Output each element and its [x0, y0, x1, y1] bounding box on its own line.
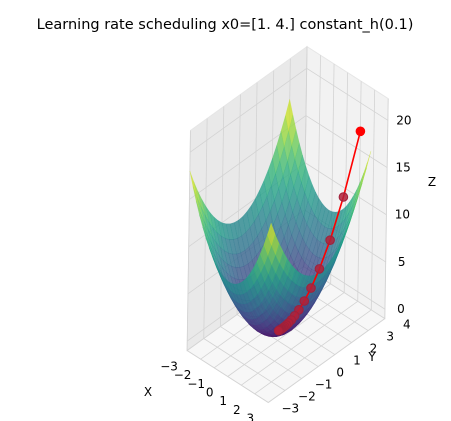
x-tick-label: 2	[233, 403, 241, 417]
y-tick-label: 2	[370, 342, 378, 356]
grid-x-back	[384, 98, 389, 319]
x-axis-label: X	[144, 385, 152, 399]
y-tick-label: 0	[336, 366, 344, 380]
path-marker	[314, 264, 325, 274]
path-marker	[338, 192, 349, 202]
z-tick-label: 10	[395, 208, 410, 222]
grid-x-back	[370, 89, 376, 310]
grid-x-floor	[268, 318, 386, 403]
y-tick-label: −1	[315, 378, 333, 392]
chart-title: Learning rate scheduling x0=[1. 4.] cons…	[37, 17, 414, 33]
grid-y-floor	[186, 350, 269, 403]
z-tick-label: 15	[395, 161, 410, 175]
y-axis-label: Y	[367, 350, 376, 364]
x-tick-label: −2	[174, 368, 192, 382]
y-tick-label: 3	[386, 330, 394, 344]
grid-y-floor	[203, 338, 286, 391]
grid-y-side	[219, 106, 225, 327]
path-marker	[325, 235, 335, 245]
optimization-path	[273, 126, 366, 336]
x-tick-label: −1	[187, 377, 205, 391]
y-tick-label: −2	[298, 390, 316, 404]
grid-y-side	[186, 130, 191, 351]
path-marker	[355, 126, 366, 137]
grid-z-back	[305, 115, 388, 168]
grid-x-floor	[254, 309, 372, 395]
path-marker	[273, 325, 284, 336]
y-tick-label: 4	[403, 318, 411, 332]
y-tick-label: −3	[281, 402, 299, 416]
grid-y-floor	[220, 326, 302, 379]
surface-facet	[267, 222, 276, 246]
x-tick-label: 3	[246, 412, 254, 421]
grid-x-floor	[240, 300, 358, 386]
x-tick-label: 1	[219, 394, 227, 408]
z-axis-label: Z	[428, 175, 436, 189]
y-tick-label: 1	[353, 354, 361, 368]
path-marker	[299, 296, 310, 306]
z-tick-label: 5	[398, 255, 406, 269]
grid-x-floor	[227, 292, 345, 377]
grid-z-back	[306, 67, 389, 121]
x-tick-label: −3	[160, 360, 178, 374]
grid-x-back	[343, 72, 348, 293]
grid-z-side	[189, 67, 307, 153]
path-marker	[306, 283, 316, 293]
z-tick-label: 0	[397, 302, 405, 316]
x-tick-label: 0	[206, 386, 214, 400]
surface-mesh	[189, 99, 372, 338]
z-tick-label: 20	[396, 113, 411, 127]
